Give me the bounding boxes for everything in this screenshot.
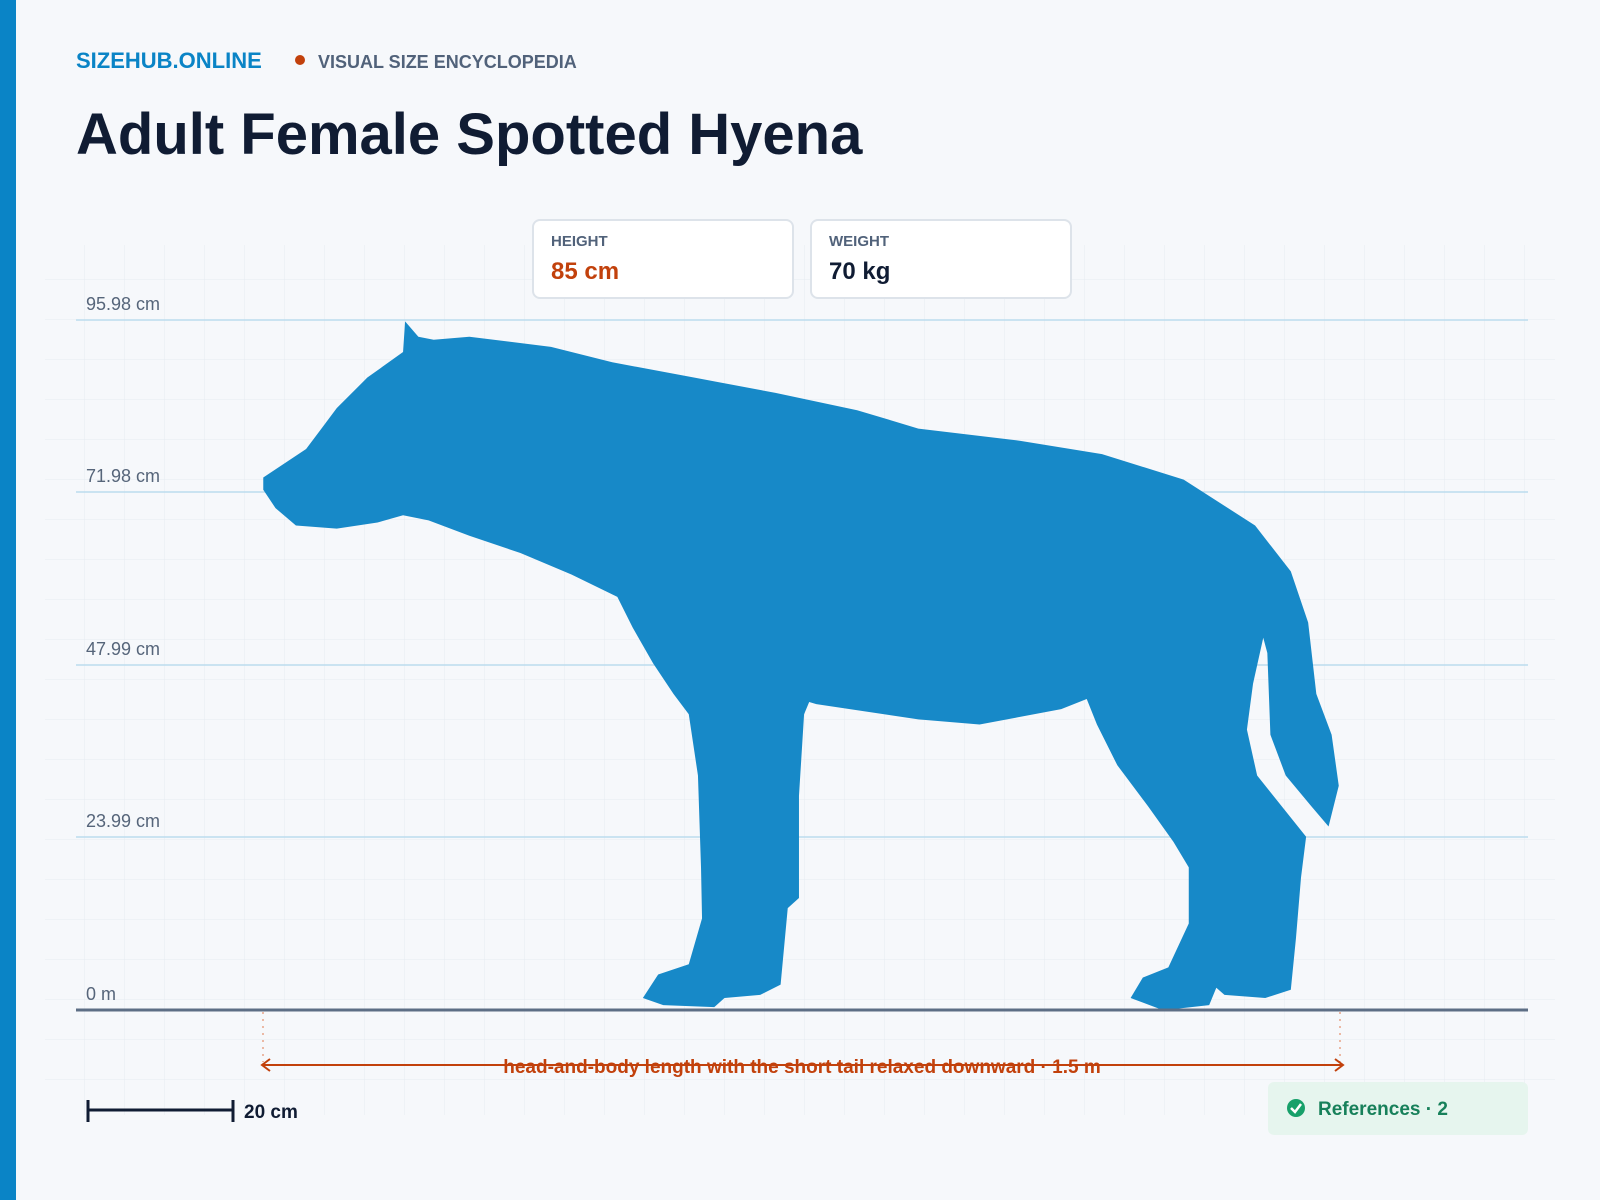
side-bar — [0, 0, 16, 1200]
stat-card — [810, 219, 1072, 299]
dot — [295, 55, 305, 65]
ruler-label: 95.98 cm — [86, 294, 160, 314]
site-name[interactable]: SIZEHUB.ONLINE — [76, 48, 262, 73]
stat-card — [532, 219, 794, 299]
ruler-label: 47.99 cm — [86, 639, 160, 659]
references-label[interactable]: References · 2 — [1318, 1099, 1448, 1120]
hyena-silhouette — [263, 321, 1339, 1011]
stat-value: 70 kg — [829, 258, 890, 285]
ruler-label: 71.98 cm — [86, 466, 160, 486]
length-note: head-and-body length with the short tail… — [503, 1057, 1101, 1078]
arrow-heads — [260, 1058, 1345, 1072]
ruler-label: 0 m — [86, 984, 116, 1004]
silhouette-group — [263, 321, 1339, 1011]
tagline: VISUAL SIZE ENCYCLOPEDIA — [318, 52, 577, 72]
check-mark — [1290, 1103, 1302, 1114]
stat-value: 85 cm — [551, 258, 619, 285]
stat-cards: HEIGHT 85 cm WEIGHT 70 kg — [532, 219, 1072, 299]
page-title: Adult Female Spotted Hyena — [76, 102, 863, 167]
scale-bar-label: 20 cm — [244, 1102, 298, 1123]
ruler-label: 23.99 cm — [86, 811, 160, 831]
stat-label: HEIGHT — [551, 233, 608, 250]
ruler: 95.98 cm 71.98 cm 47.99 cm 23.99 cm 0 m — [76, 294, 1528, 1004]
stat-label: WEIGHT — [829, 233, 889, 250]
check-icon — [1287, 1099, 1305, 1117]
references-button[interactable] — [1268, 1082, 1528, 1135]
scale-bar — [86, 1100, 235, 1122]
